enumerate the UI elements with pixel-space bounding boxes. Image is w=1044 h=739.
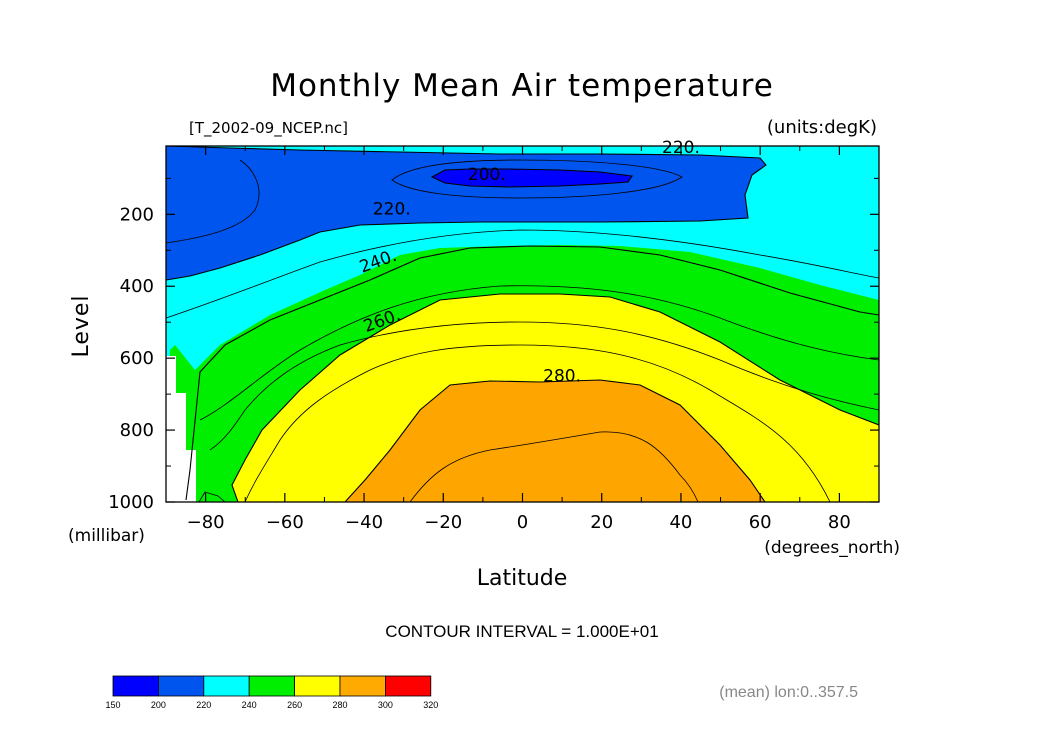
colorbar-tick-label: 240 xyxy=(242,700,257,710)
band-190-200 xyxy=(432,169,632,187)
x-tick-label: 20 xyxy=(590,512,613,533)
x-axis-label: Latitude xyxy=(477,566,568,591)
y-axis-units: (millibar) xyxy=(68,526,145,546)
missing-data-region xyxy=(166,356,196,502)
x-axis-units: (degrees_north) xyxy=(764,538,900,558)
colorbar-tick-label: 320 xyxy=(423,700,438,710)
x-tick-label: 0 xyxy=(517,512,528,533)
colorbar-tick-label: 150 xyxy=(105,700,120,710)
y-axis-ticks: 200 400 600 800 1000 xyxy=(108,177,879,513)
contour-lines xyxy=(166,159,879,502)
chart-title: Monthly Mean Air temperature xyxy=(270,68,774,104)
colorbar-tick-label: 220 xyxy=(196,700,211,710)
colorbar-tick-label: 260 xyxy=(287,700,302,710)
contour-interval-label: CONTOUR INTERVAL = 1.000E+01 xyxy=(385,622,658,641)
x-tick-label: 60 xyxy=(749,512,772,533)
colorbar-swatch xyxy=(384,675,432,697)
y-tick-label: 600 xyxy=(120,348,154,369)
y-tick-label: 200 xyxy=(120,204,154,225)
x-tick-label: 40 xyxy=(669,512,692,533)
x-tick-label: −60 xyxy=(266,512,304,533)
contour-label: 280. xyxy=(543,367,581,387)
plot-area: 220.200.220.240.260.280. −80 −60 −40 −20 0 20… xyxy=(108,138,880,533)
colorbar-swatch xyxy=(248,675,295,697)
contour-boundaries xyxy=(166,146,879,502)
colorbar-tick-label: 300 xyxy=(378,700,393,710)
x-tick-label: −20 xyxy=(424,512,462,533)
y-axis-label: Level xyxy=(69,294,94,357)
contour-label: 220. xyxy=(373,199,411,219)
colorbar-tick-label: 200 xyxy=(151,700,166,710)
colorbar-tick-label: 280 xyxy=(332,700,347,710)
colorbar-swatch xyxy=(203,675,250,697)
band-270-290 xyxy=(345,380,765,502)
y-tick-label: 800 xyxy=(120,420,154,441)
colorbar-swatch xyxy=(339,675,386,697)
contour-label: 200. xyxy=(468,165,506,185)
colorbar-swatch xyxy=(157,675,205,697)
colorbar-swatch xyxy=(294,675,341,697)
units-label: (units:degK) xyxy=(767,117,877,138)
x-tick-label: 80 xyxy=(828,512,851,533)
file-label: [T_2002-09_NCEP.nc] xyxy=(189,119,348,138)
colorbar-swatch xyxy=(112,675,159,697)
y-tick-label: 1000 xyxy=(108,492,154,513)
x-tick-label: −40 xyxy=(345,512,383,533)
x-tick-label: −80 xyxy=(187,512,225,533)
subset-label: (mean) lon:0..357.5 xyxy=(719,684,858,701)
x-axis-ticks: −80 −60 −40 −20 0 20 40 60 80 xyxy=(165,146,880,533)
colorbar: 150 200 220 240 260 280 300 320 xyxy=(105,675,438,710)
y-tick-label: 400 xyxy=(120,276,154,297)
